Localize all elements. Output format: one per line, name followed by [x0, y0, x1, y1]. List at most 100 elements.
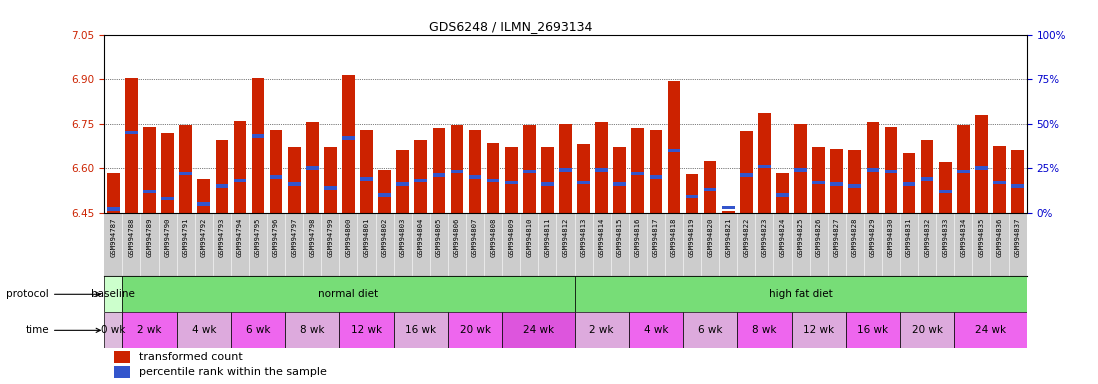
Bar — [122, 276, 574, 312]
Bar — [379, 193, 391, 197]
Bar — [215, 140, 228, 213]
Bar — [324, 186, 337, 190]
Text: 4 wk: 4 wk — [643, 325, 669, 335]
Bar — [792, 312, 845, 348]
Bar — [161, 132, 173, 213]
Text: 8 wk: 8 wk — [752, 325, 776, 335]
Text: GSM994812: GSM994812 — [562, 218, 569, 257]
Bar — [251, 134, 265, 138]
Bar — [737, 312, 792, 348]
Bar — [845, 312, 900, 348]
Text: 2 wk: 2 wk — [590, 325, 614, 335]
Text: GSM994832: GSM994832 — [925, 218, 930, 257]
Text: 4 wk: 4 wk — [191, 325, 216, 335]
Text: GSM994825: GSM994825 — [797, 218, 804, 257]
Bar — [668, 149, 681, 152]
Bar — [324, 147, 337, 213]
Bar — [505, 180, 517, 184]
Text: GSM994824: GSM994824 — [780, 218, 785, 257]
Bar — [251, 78, 265, 213]
Text: GSM994791: GSM994791 — [182, 218, 189, 257]
Bar — [450, 125, 463, 213]
Text: GSM994790: GSM994790 — [165, 218, 170, 257]
Text: GSM994801: GSM994801 — [363, 218, 370, 257]
Text: GSM994821: GSM994821 — [726, 218, 731, 257]
Bar — [595, 122, 608, 213]
Text: GSM994807: GSM994807 — [472, 218, 478, 257]
Text: GSM994792: GSM994792 — [201, 218, 206, 257]
Bar — [794, 124, 807, 213]
Bar — [122, 312, 177, 348]
Bar — [740, 131, 752, 213]
Bar — [704, 188, 717, 191]
Text: GSM994835: GSM994835 — [978, 218, 985, 257]
Bar — [486, 179, 500, 182]
Text: GSM994830: GSM994830 — [888, 218, 894, 257]
Text: GSM994833: GSM994833 — [942, 218, 949, 257]
Text: GSM994803: GSM994803 — [400, 218, 405, 257]
Text: GSM994819: GSM994819 — [690, 218, 695, 257]
Bar — [394, 312, 448, 348]
Bar — [574, 276, 1027, 312]
Bar — [339, 312, 394, 348]
Text: GSM994810: GSM994810 — [526, 218, 533, 257]
Bar — [776, 193, 788, 197]
Bar — [683, 312, 737, 348]
Bar — [614, 182, 626, 186]
Bar — [975, 166, 988, 170]
Text: GSM994828: GSM994828 — [852, 218, 858, 257]
Text: 16 wk: 16 wk — [858, 325, 888, 335]
Bar — [758, 165, 771, 168]
Bar — [631, 172, 645, 175]
Text: GSM994797: GSM994797 — [291, 218, 298, 257]
Bar — [954, 312, 1027, 348]
Bar — [578, 144, 590, 213]
Text: GSM994798: GSM994798 — [310, 218, 315, 257]
Bar — [957, 170, 970, 174]
Bar — [813, 180, 825, 184]
Bar — [866, 168, 879, 172]
Bar — [1011, 150, 1024, 213]
Bar — [179, 125, 192, 213]
Bar — [231, 312, 285, 348]
Bar — [360, 177, 373, 180]
Text: percentile rank within the sample: percentile rank within the sample — [139, 367, 327, 377]
Text: 6 wk: 6 wk — [698, 325, 722, 335]
Text: GSM994813: GSM994813 — [581, 218, 586, 257]
Text: GSM994837: GSM994837 — [1015, 218, 1020, 257]
Text: 24 wk: 24 wk — [975, 325, 1006, 335]
Bar — [794, 168, 807, 172]
Text: GSM994811: GSM994811 — [545, 218, 550, 257]
Bar — [143, 190, 156, 193]
Bar — [559, 124, 572, 213]
Text: GSM994800: GSM994800 — [346, 218, 351, 257]
Bar — [198, 179, 210, 213]
Text: GSM994823: GSM994823 — [761, 218, 768, 257]
Bar — [650, 175, 662, 179]
Bar — [721, 205, 735, 209]
Text: GSM994788: GSM994788 — [128, 218, 134, 257]
Bar — [414, 140, 427, 213]
Text: GSM994836: GSM994836 — [997, 218, 1002, 257]
Bar — [885, 170, 897, 174]
Text: 8 wk: 8 wk — [300, 325, 325, 335]
Text: GSM994816: GSM994816 — [635, 218, 641, 257]
Bar — [177, 312, 231, 348]
Bar — [523, 170, 536, 174]
Bar — [433, 174, 445, 177]
Bar — [505, 147, 517, 213]
Bar — [1011, 184, 1024, 188]
Bar — [903, 153, 916, 213]
Text: GSM994802: GSM994802 — [382, 218, 388, 257]
Bar — [306, 166, 318, 170]
Bar — [450, 170, 463, 174]
Bar — [104, 312, 122, 348]
Bar — [903, 182, 916, 186]
Bar — [758, 113, 771, 213]
Text: GSM994829: GSM994829 — [870, 218, 876, 257]
Bar — [502, 312, 574, 348]
Bar — [541, 182, 553, 186]
Text: GSM994814: GSM994814 — [598, 218, 605, 257]
Bar — [360, 129, 373, 213]
Bar — [143, 127, 156, 213]
